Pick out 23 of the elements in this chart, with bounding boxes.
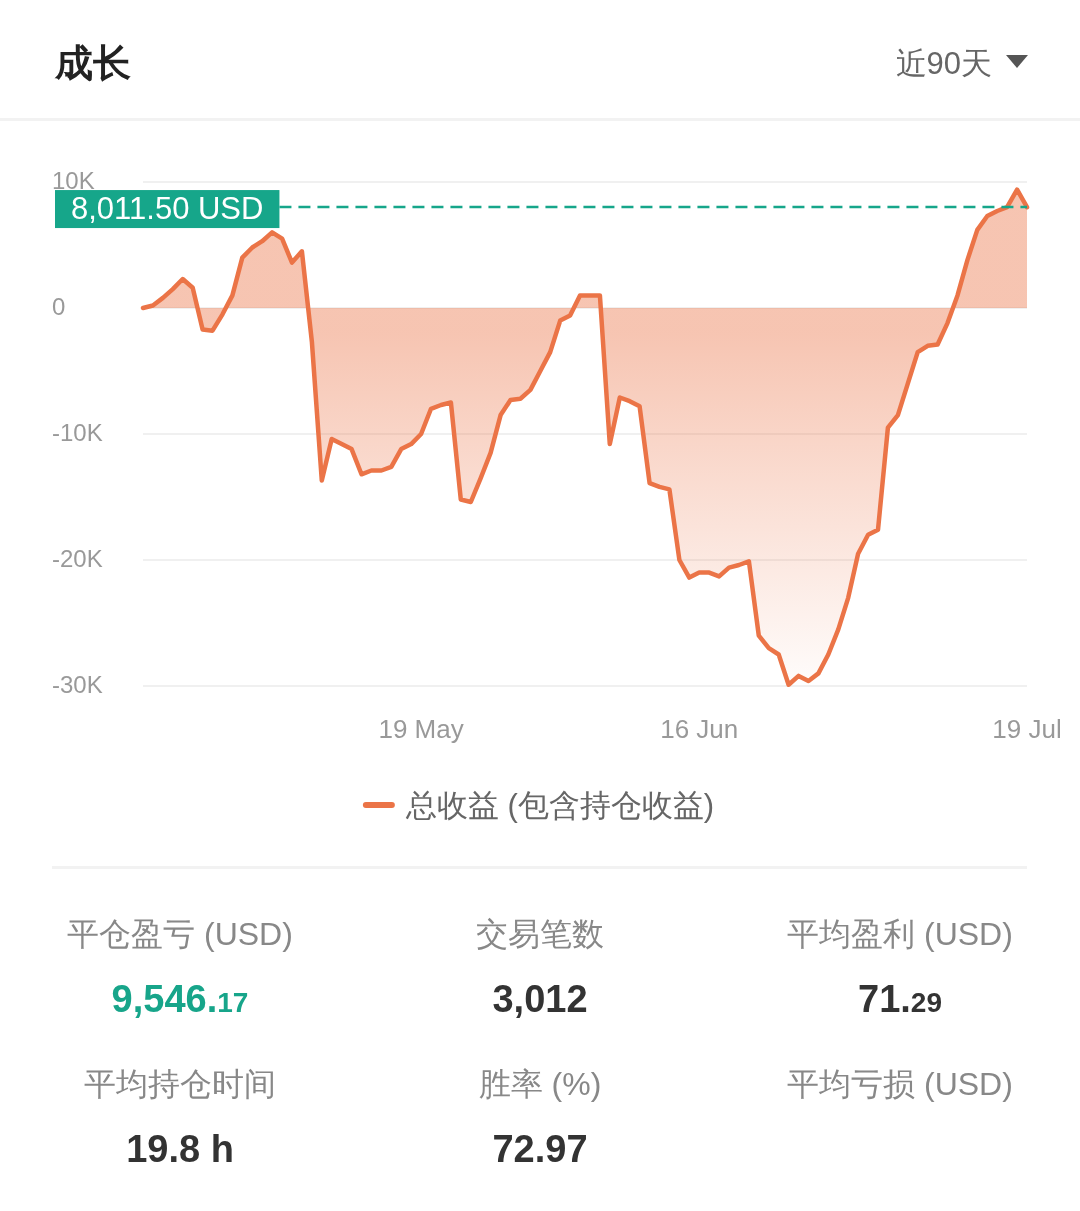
y-tick-label: -20K [52, 545, 103, 572]
text: 72.97 [492, 1128, 588, 1170]
text: 9,546.17 [111, 978, 249, 1020]
chart-title: 成长 [54, 42, 131, 84]
x-tick-label: 19 Jul [992, 714, 1062, 744]
text: 平均亏损 (USD) [787, 1066, 1013, 1102]
text: 平仓盈亏 (USD) [67, 916, 293, 952]
text: 19.8 h [126, 1128, 234, 1170]
text: 71.29 [858, 978, 942, 1020]
text: 3,012 [492, 978, 588, 1020]
text: 近90天 [895, 46, 992, 81]
y-tick-label: -30K [52, 671, 103, 698]
x-tick-label: 16 Jun [660, 714, 739, 744]
text: 交易笔数 [476, 916, 604, 952]
legend-label: 总收益 (包含持仓收益) [404, 788, 715, 823]
y-tick-label: 0 [52, 293, 66, 320]
text: 平均盈利 (USD) [787, 916, 1013, 952]
ref-line-label: 8,011.50 USD [71, 191, 264, 227]
text: 平均持仓时间 [84, 1066, 276, 1102]
y-tick-label: -10K [52, 419, 103, 446]
x-tick-label: 19 May [378, 714, 464, 744]
text: 胜率 (%) [478, 1066, 602, 1102]
y-tick-label: 10K [52, 167, 95, 194]
